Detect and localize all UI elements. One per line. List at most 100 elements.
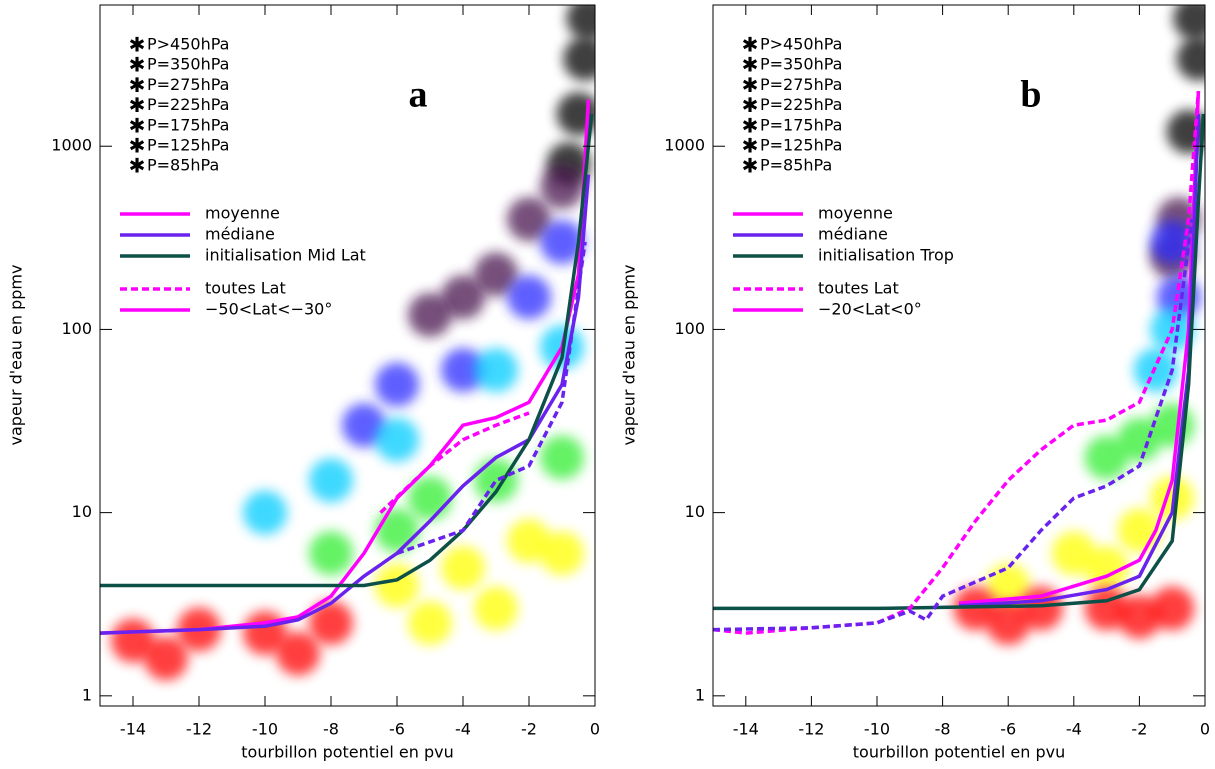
plot-frame [712, 4, 1206, 707]
legend-marker: ✱ [742, 93, 759, 117]
legend-marker: ✱ [129, 154, 146, 178]
point-cloud [408, 292, 452, 337]
x-tick-label: -6 [1000, 720, 1016, 739]
point-cloud [474, 458, 518, 503]
point-cloud [986, 600, 1031, 645]
legend-marker: ✱ [742, 33, 759, 57]
y-tick-label: 1000 [51, 136, 92, 155]
y-tick-label: 1 [82, 685, 92, 704]
legend-marker: ✱ [742, 73, 759, 97]
point-cloud [540, 435, 584, 480]
point-cloud [1051, 531, 1096, 576]
legend-marker: ✱ [742, 154, 759, 178]
point-cloud [474, 586, 518, 631]
point-cloud [507, 519, 551, 564]
point-cloud [342, 403, 386, 448]
point-cloud [144, 636, 188, 681]
x-axis-label: tourbillon potentiel en pvu [241, 743, 453, 762]
point-cloud [276, 631, 320, 676]
point-cloud [441, 275, 485, 320]
y-tick-label: 10 [72, 502, 92, 521]
legend-marker: ✱ [129, 53, 146, 77]
y-axis-label: vapeur d'eau en ppmv [7, 265, 26, 446]
x-tick-label: -14 [733, 720, 759, 739]
x-tick-label: -8 [935, 720, 951, 739]
point-cloud [566, 5, 595, 41]
legend-marker: ✱ [129, 73, 146, 97]
y-axis-label: vapeur d'eau en ppmv [620, 265, 639, 446]
x-tick-label: -10 [864, 720, 890, 739]
legend-label: initialisation Trop [818, 246, 954, 265]
legend-marker: ✱ [742, 134, 759, 158]
point-cloud [507, 275, 551, 320]
point-cloud [309, 531, 353, 576]
point-cloud [375, 417, 419, 462]
point-cloud [375, 362, 419, 407]
legend-label: moyenne [205, 204, 280, 223]
legend-label: médiane [205, 225, 275, 244]
point-cloud [243, 490, 287, 535]
line [100, 174, 591, 635]
line [713, 113, 1205, 611]
point-cloud [441, 545, 485, 590]
legend-label: P=175hPa [147, 115, 229, 134]
legend-marker: ✱ [129, 93, 146, 117]
legend-label: moyenne [818, 204, 893, 223]
point-cloud [1117, 417, 1162, 462]
legend-label: P=350hPa [760, 55, 842, 74]
x-tick-label: -4 [1066, 720, 1082, 739]
plot-frame [99, 4, 596, 707]
y-tick-label: 100 [674, 319, 705, 338]
x-tick-label: -2 [1131, 720, 1147, 739]
x-axis-label: tourbillon potentiel en pvu [853, 743, 1065, 762]
legend-label: P=85hPa [147, 156, 219, 175]
y-tick-label: 1 [695, 685, 705, 704]
legend-label: P=125hPa [147, 136, 229, 155]
point-cloud [1084, 435, 1129, 480]
point-cloud [556, 91, 595, 136]
legend-label: −20<Lat<0° [818, 300, 922, 319]
y-tick-label: 1000 [664, 136, 705, 155]
y-tick-label: 100 [61, 319, 92, 338]
point-cloud [563, 36, 595, 81]
line [379, 411, 530, 514]
point-cloud [309, 458, 353, 503]
x-tick-label: -2 [521, 720, 537, 739]
point-cloud [1173, 5, 1205, 41]
plot-area [713, 5, 1205, 645]
legend-label: P>450hPa [147, 35, 229, 54]
legend-label: médiane [818, 225, 888, 244]
point-cloud [540, 220, 584, 265]
legend-marker: ✱ [742, 53, 759, 77]
x-tick-label: -12 [186, 720, 212, 739]
point-cloud [1117, 594, 1162, 639]
line [958, 91, 1201, 606]
legend-marker: ✱ [742, 113, 759, 137]
x-tick-label: -12 [798, 720, 824, 739]
legend-label: P>450hPa [760, 35, 842, 54]
x-tick-label: -14 [120, 720, 146, 739]
legend-marker: ✱ [129, 134, 146, 158]
legend-label: P=225hPa [147, 95, 229, 114]
x-tick-label: 0 [590, 720, 600, 739]
point-cloud [1176, 36, 1205, 81]
legend-label: toutes Lat [205, 279, 286, 298]
point-cloud [474, 252, 518, 297]
legend-label: toutes Lat [818, 279, 899, 298]
plot-area [100, 5, 595, 681]
point-cloud [309, 600, 353, 645]
x-tick-label: -8 [323, 720, 339, 739]
legend-label: P=175hPa [760, 115, 842, 134]
legend-label: P=275hPa [147, 75, 229, 94]
panel-label: b [1020, 74, 1041, 116]
x-tick-label: -10 [252, 720, 278, 739]
point-cloud [408, 600, 452, 645]
line [713, 218, 1194, 632]
legend-label: initialisation Mid Lat [205, 246, 366, 265]
line [100, 113, 594, 588]
legend-label: −50<Lat<−30° [205, 300, 332, 319]
point-cloud [474, 348, 518, 393]
legend-label: P=125hPa [760, 136, 842, 155]
point-cloud [507, 197, 551, 242]
